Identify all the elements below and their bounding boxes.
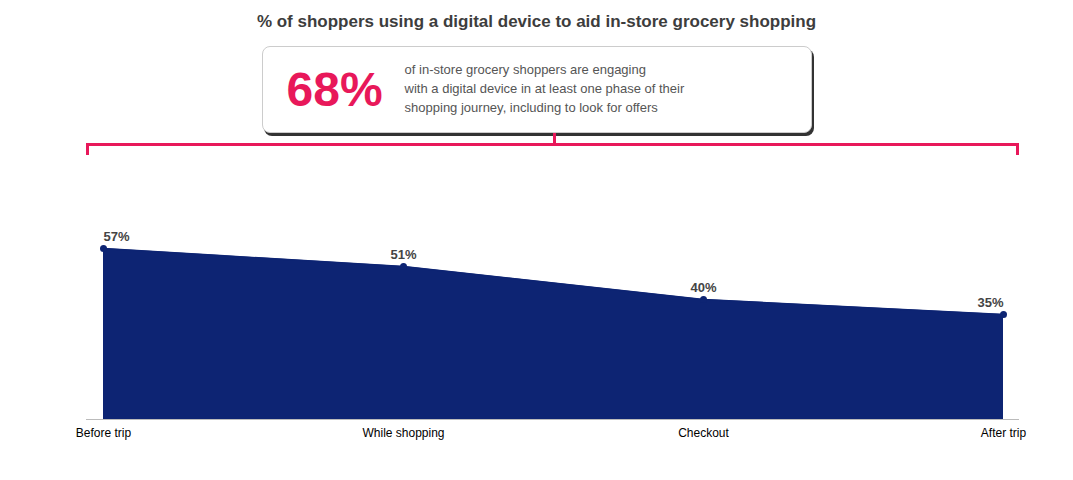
html-text:with a digital device in at le: with a digital device in at least one ph… <box>404 80 685 96</box>
svg-text:After trip: After trip <box>981 426 1027 440</box>
html-text:shopping journey, including to: shopping journey, including to look for … <box>404 99 658 115</box>
svg-text:35%: 35% <box>977 294 1003 309</box>
svg-text:40%: 40% <box>690 279 716 294</box>
html-text:of in-store grocery shoppers a: of in-store grocery shoppers are engagin… <box>404 62 646 77</box>
svg-text:Before trip: Before trip <box>76 426 132 440</box>
html-text:68%: 68% <box>286 62 383 116</box>
svg-text:Checkout: Checkout <box>678 426 729 440</box>
html-text:% of shoppers using a digital: % of shoppers using a digital device to … <box>256 12 817 31</box>
svg-text:57%: 57% <box>104 228 130 243</box>
svg-text:While shopping: While shopping <box>362 426 444 440</box>
svg-text:51%: 51% <box>390 246 416 261</box>
